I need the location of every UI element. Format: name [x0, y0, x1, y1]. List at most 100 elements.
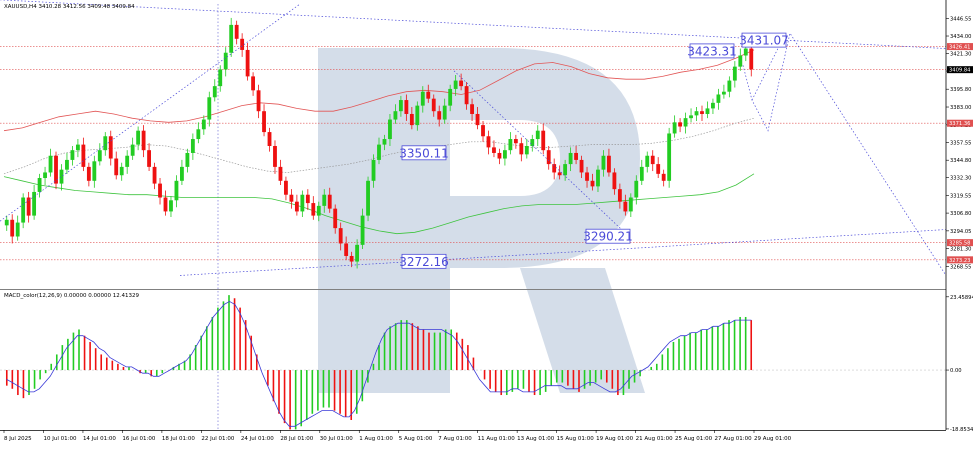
candle-body: [322, 194, 327, 206]
candle-body: [393, 111, 398, 120]
candle-body: [15, 222, 20, 237]
candle-body: [92, 161, 97, 181]
candle-body: [497, 152, 502, 159]
time-tick-label: 22 Jul 01:00: [201, 436, 234, 442]
time-tick-label: 27 Aug 01:00: [715, 436, 753, 442]
annotation-label: 3431.07: [739, 34, 789, 48]
candle-body: [656, 164, 661, 174]
time-tick-label: 8 Jul 2025: [4, 436, 32, 442]
watermark-leg: [520, 268, 645, 393]
candle-body: [130, 144, 135, 156]
price-tick-label: 3332.30: [950, 176, 971, 182]
candle-body: [486, 136, 491, 148]
candle-body: [377, 144, 381, 160]
candle-body: [147, 150, 151, 167]
candle-body: [382, 139, 387, 145]
candles: [4, 17, 754, 269]
price-tag: [947, 119, 973, 127]
candle-body: [541, 130, 546, 151]
price-tag: [947, 239, 973, 247]
price-tick-label: 3395.80: [950, 87, 971, 93]
candle-body: [158, 183, 162, 198]
time-tick-label: 28 Jul 01:00: [280, 436, 313, 442]
trend-line: [453, 70, 627, 234]
ma-line: [3, 49, 755, 132]
time-tick-label: 16 Jul 01:00: [122, 436, 155, 442]
candle-body: [327, 194, 332, 209]
candle-body: [212, 86, 217, 98]
time-tick-label: 14 Jul 01:00: [83, 436, 116, 442]
price-tag: [947, 43, 973, 51]
candle-body: [442, 105, 447, 120]
candle-body: [453, 80, 458, 89]
candle-body: [552, 164, 557, 173]
price-tick-label: 3306.80: [950, 211, 971, 217]
candle-body: [294, 201, 299, 212]
candle-body: [333, 208, 338, 229]
forecast-branch: [751, 44, 781, 101]
candle-body: [601, 155, 606, 170]
price-tick-label: 3294.05: [950, 229, 971, 235]
price-tick-label: 3319.55: [950, 193, 971, 199]
price-tick-label: 3421.30: [950, 52, 971, 58]
candle-body: [672, 122, 677, 134]
candle-body: [37, 178, 42, 192]
candle-body: [32, 191, 37, 216]
candle-body: [596, 169, 600, 187]
candle-body: [459, 80, 464, 87]
time-tick-label: 15 Aug 01:00: [557, 436, 595, 442]
candle-body: [300, 194, 305, 212]
candle-body: [344, 243, 349, 256]
candle-body: [86, 166, 91, 181]
candle-body: [607, 155, 611, 173]
trend-line: [0, 3, 301, 222]
candle-body: [75, 144, 80, 151]
time-tick-label: 19 Aug 01:00: [596, 436, 634, 442]
candle-body: [169, 200, 173, 212]
candle-body: [240, 38, 245, 50]
price-tick-label: 3281.30: [950, 247, 971, 253]
candle-body: [492, 147, 496, 153]
candle-body: [267, 132, 272, 146]
candle-body: [634, 180, 639, 198]
candle-body: [661, 173, 666, 181]
time-tick-label: 18 Jul 01:00: [162, 436, 195, 442]
candle-body: [431, 98, 436, 112]
candle-body: [10, 219, 15, 237]
candle-body: [508, 139, 513, 151]
annotation-box: [741, 32, 787, 48]
time-tick-label: 24 Jul 01:00: [241, 436, 274, 442]
candle-body: [185, 152, 190, 167]
candle-body: [590, 180, 595, 187]
time-tick-label: 30 Jul 01:00: [320, 436, 353, 442]
candle-body: [705, 108, 710, 114]
forecast-path: [742, 32, 947, 276]
annotation-label: 3272.16: [399, 255, 449, 269]
time-tick-label: 13 Aug 01:00: [517, 436, 555, 442]
candle-body: [190, 139, 195, 153]
trend-line: [0, 0, 947, 49]
candle-body: [683, 118, 688, 127]
annotation-box: [401, 145, 447, 161]
candle-body: [245, 49, 250, 77]
candle-body: [311, 203, 316, 216]
candle-body: [152, 166, 157, 184]
candle-body: [623, 201, 628, 212]
candle-body: [108, 136, 113, 159]
annotation-box: [401, 253, 447, 269]
candle-body: [749, 48, 754, 70]
candle-body: [218, 69, 223, 87]
candle-body: [338, 228, 343, 244]
candle-body: [535, 130, 540, 140]
candle-body: [141, 130, 146, 151]
symbol-info: XAUUSD,H4 3410.28 3412.56 3409.48 3409.8…: [4, 4, 135, 10]
time-tick-label: 7 Aug 01:00: [438, 436, 472, 442]
candle-body: [639, 166, 644, 181]
candle-body: [54, 155, 58, 184]
candle-body: [716, 94, 721, 103]
candle-body: [366, 180, 370, 216]
candle-body: [234, 24, 239, 39]
candle-body: [388, 119, 392, 140]
candle-body: [81, 144, 86, 167]
